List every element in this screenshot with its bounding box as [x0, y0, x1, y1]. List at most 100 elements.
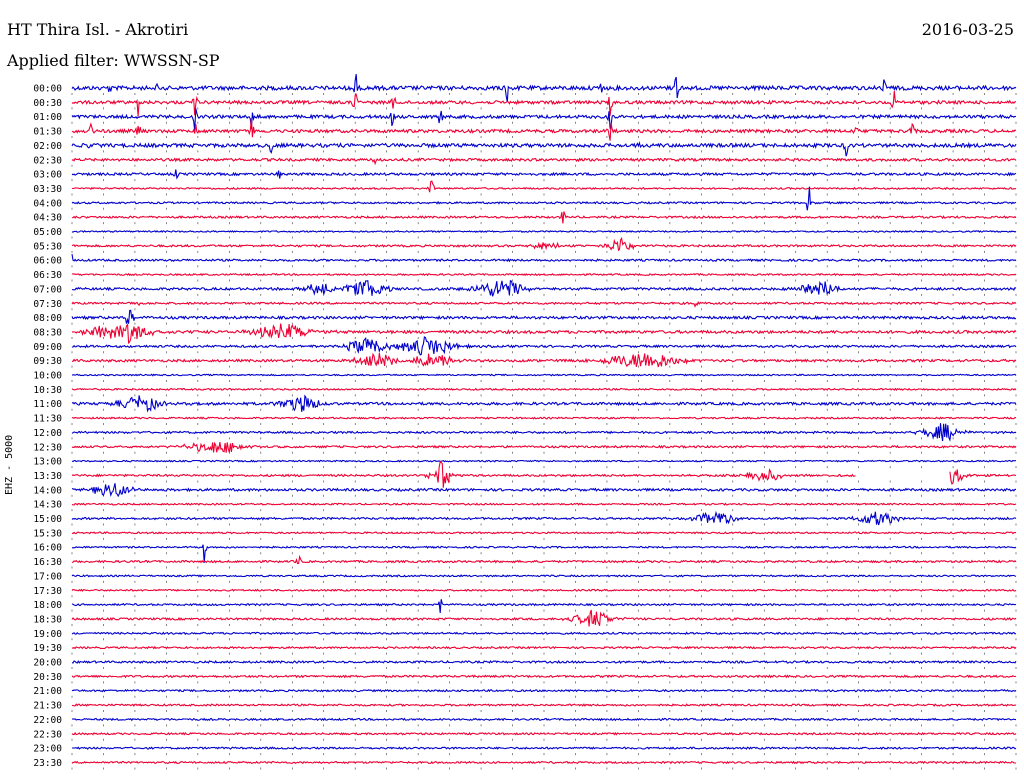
time-label: 12:30 [33, 442, 62, 453]
time-label: 21:30 [33, 701, 62, 712]
time-label: 09:30 [33, 356, 62, 367]
seismic-trace-1630 [71, 554, 1017, 565]
time-label: 20:30 [33, 672, 62, 683]
time-label: 01:30 [33, 127, 62, 138]
seismic-trace-0400 [71, 186, 1017, 211]
seismic-trace-1930 [71, 645, 1017, 650]
seismic-trace-0230 [71, 157, 1017, 166]
seismic-trace-0700 [71, 279, 1017, 297]
seismic-trace-1130 [71, 416, 1017, 420]
seismic-trace-0600 [71, 254, 1017, 263]
time-label: 14:30 [33, 500, 62, 511]
applied-filter-label: Applied filter: WWSSN-SP [7, 51, 220, 70]
time-label: 03:30 [33, 184, 62, 195]
seismic-trace-0730 [71, 300, 1017, 308]
seismic-trace-2000 [71, 659, 1017, 664]
time-label: 06:00 [33, 256, 62, 267]
time-label: 09:00 [33, 342, 62, 353]
time-label: 17:30 [33, 586, 62, 597]
time-label: 11:00 [33, 399, 62, 410]
time-label: 15:30 [33, 528, 62, 539]
seismic-trace-0500 [71, 229, 1017, 234]
seismic-trace-0100 [71, 108, 1017, 132]
time-label: 20:00 [33, 658, 62, 669]
time-label: 19:30 [33, 643, 62, 654]
time-label: 05:30 [33, 241, 62, 252]
seismic-trace-1530 [71, 531, 1017, 535]
seismic-trace-0800 [71, 309, 1017, 324]
seismic-trace-0130 [71, 118, 1017, 141]
seismic-trace-0900 [71, 336, 1017, 356]
seismic-trace-1430 [71, 502, 1017, 506]
seismic-trace-2230 [71, 731, 1017, 736]
time-label: 21:00 [33, 686, 62, 697]
seismic-trace-1700 [71, 574, 1017, 578]
seismic-trace-2200 [71, 717, 1016, 722]
time-label: 05:00 [33, 227, 62, 238]
time-label: 04:30 [33, 213, 62, 224]
seismic-trace-0430 [71, 211, 1017, 224]
time-label: 23:30 [33, 758, 62, 769]
seismic-trace-0030 [71, 91, 1017, 117]
time-label: 15:00 [33, 514, 62, 525]
time-label: 22:30 [33, 729, 62, 740]
seismic-trace-0300 [71, 169, 1017, 180]
seismic-trace-1800 [71, 599, 1017, 613]
time-label: 18:30 [33, 614, 62, 625]
seismic-trace-0930 [72, 352, 1017, 368]
seismic-trace-2030 [71, 674, 1017, 679]
seismic-trace-0200 [71, 140, 1017, 157]
seismic-trace-2100 [71, 688, 1017, 693]
time-label: 12:00 [33, 428, 62, 439]
time-label: 13:30 [33, 471, 62, 482]
seismic-trace-2130 [71, 703, 1017, 707]
seismic-trace-2300 [72, 746, 1017, 750]
time-label: 08:30 [33, 327, 62, 338]
time-label: 18:00 [33, 600, 62, 611]
seismic-trace-1100 [71, 394, 1017, 413]
time-label: 11:30 [33, 414, 62, 425]
seismic-trace-0000 [71, 74, 1017, 103]
time-label: 02:00 [33, 141, 62, 152]
time-label: 17:00 [33, 571, 62, 582]
time-label: 07:30 [33, 299, 62, 310]
seismic-trace-1830 [71, 609, 1017, 627]
seismic-trace-1200 [71, 423, 1017, 442]
time-label: 19:00 [33, 629, 62, 640]
time-label: 00:30 [33, 98, 62, 109]
time-label: 14:00 [33, 485, 62, 496]
seismic-trace-1900 [71, 631, 1017, 636]
time-label: 01:00 [33, 112, 62, 123]
time-label: 10:30 [33, 385, 62, 396]
time-label: 16:30 [33, 557, 62, 568]
time-label: 10:00 [33, 371, 62, 382]
time-label: 08:00 [33, 313, 62, 324]
seismic-trace-0530 [71, 236, 1017, 252]
seismic-trace-1600 [71, 544, 1017, 563]
time-label: 06:30 [33, 270, 62, 281]
time-label: 13:00 [33, 457, 62, 468]
seismic-trace-1400 [71, 483, 1017, 498]
seismic-trace-1730 [71, 588, 1017, 592]
time-label: 23:00 [33, 744, 62, 755]
time-label: 07:00 [33, 284, 62, 295]
seismic-trace-0330 [71, 180, 1017, 193]
record-date: 2016-03-25 [921, 20, 1014, 39]
seismic-trace-1230 [71, 441, 1017, 453]
seismic-trace-0830 [72, 323, 1017, 345]
time-label: 16:00 [33, 543, 62, 554]
seismic-trace-2330 [71, 760, 1017, 765]
seismic-trace-1330 [71, 460, 1017, 488]
time-label: 00:00 [33, 84, 62, 95]
time-label: 22:00 [33, 715, 62, 726]
seismic-trace-1000 [71, 373, 1017, 377]
time-label: 03:00 [33, 170, 62, 181]
seismic-trace-1500 [71, 510, 1017, 526]
seismic-trace-1030 [71, 387, 1017, 392]
station-title: HT Thira Isl. - Akrotiri [7, 20, 189, 39]
time-label: 02:30 [33, 155, 62, 166]
time-label: 04:00 [33, 198, 62, 209]
seismic-trace-0630 [71, 272, 1017, 277]
seismic-trace-1300 [71, 459, 1017, 463]
